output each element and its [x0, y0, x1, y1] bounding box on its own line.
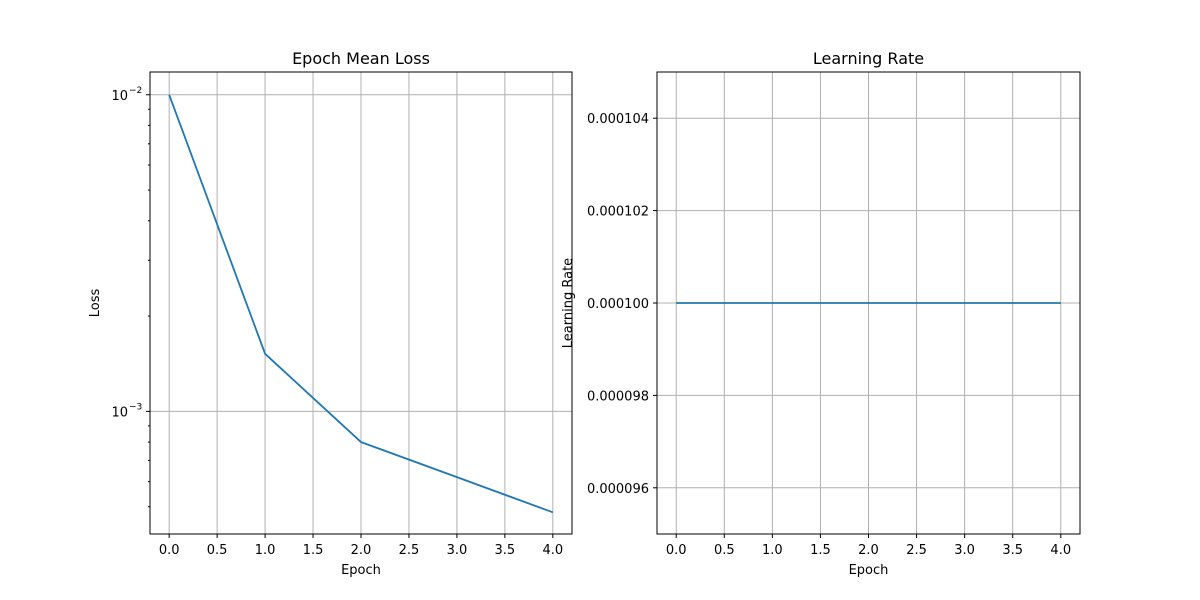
chart-title: Epoch Mean Loss — [292, 49, 430, 68]
y-tick-label: 10 — [111, 89, 128, 104]
x-tick-label: 3.0 — [954, 543, 975, 558]
y-tick-exponent: −2 — [129, 86, 142, 96]
chart-0: 0.0 0.5 1.0 1.5 2.0 2.5 3.0 3.5 4.010 −210 −3Epoch… — [88, 49, 572, 578]
x-tick-label: 3.5 — [495, 543, 516, 558]
x-axis-label: Epoch — [849, 563, 889, 578]
y-tick-label: 0.000100 — [587, 297, 649, 312]
x-tick-label: 1.5 — [303, 543, 324, 558]
y-tick-label: 0.000104 — [587, 112, 649, 127]
y-axis-label: Loss — [88, 289, 103, 318]
y-tick-label: 0.000098 — [587, 389, 649, 404]
chart-title: Learning Rate — [813, 49, 924, 68]
chart-1: 0.0 0.5 1.0 1.5 2.0 2.5 3.0 3.5 4.0 0.000096 0.000… — [561, 49, 1080, 578]
y-axis-label: Learning Rate — [561, 258, 576, 348]
x-tick-label: 2.0 — [351, 543, 372, 558]
y-tick-label: 10 — [111, 405, 128, 420]
x-tick-label: 0.0 — [159, 543, 180, 558]
y-tick-exponent: −3 — [129, 402, 142, 412]
x-tick-label: 4.0 — [1050, 543, 1071, 558]
y-tick-label: 0.000102 — [587, 205, 649, 220]
y-tick-label: 0.000096 — [587, 482, 649, 497]
x-tick-label: 1.5 — [810, 543, 831, 558]
x-tick-label: 1.0 — [255, 543, 276, 558]
x-tick-label: 0.5 — [207, 543, 228, 558]
x-tick-label: 2.5 — [906, 543, 927, 558]
x-tick-label: 2.5 — [399, 543, 420, 558]
x-tick-label: 3.0 — [447, 543, 468, 558]
x-tick-label: 4.0 — [542, 543, 563, 558]
x-tick-label: 0.0 — [666, 543, 687, 558]
x-tick-label: 3.5 — [1002, 543, 1023, 558]
x-tick-label: 1.0 — [762, 543, 783, 558]
x-axis-label: Epoch — [341, 563, 381, 578]
x-tick-label: 2.0 — [858, 543, 879, 558]
x-tick-label: 0.5 — [714, 543, 735, 558]
